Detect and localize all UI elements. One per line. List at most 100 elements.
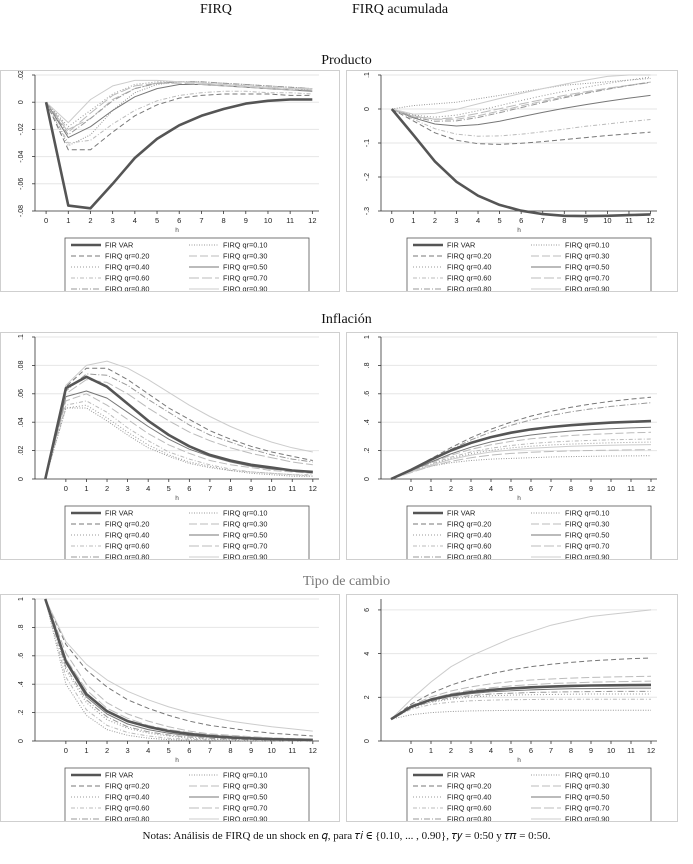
legend-label-firq-qr-0-80: FIRQ qr=0.80 (105, 553, 149, 560)
y-tick-label: -.2 (364, 173, 371, 181)
x-tick-label: 3 (126, 484, 130, 493)
y-tick-label: .04 (18, 417, 25, 427)
legend-label-firq-qr-0-20: FIRQ qr=0.20 (105, 252, 149, 261)
series-line-firq-qr-0-90 (390, 444, 652, 480)
series-line-firq-qr-0-40 (44, 404, 313, 480)
legend-label-firq-qr-0-10: FIRQ qr=0.10 (565, 771, 609, 780)
legend-label-firq-qr-0-30: FIRQ qr=0.30 (223, 782, 267, 791)
x-tick-label: 2 (105, 746, 109, 755)
legend-box (406, 237, 652, 291)
x-tick-label: 3 (454, 216, 458, 225)
x-tick-label: 9 (249, 746, 253, 755)
y-tick-label: .1 (364, 72, 371, 78)
x-tick-label: 11 (627, 484, 635, 493)
x-tick-label: 6 (519, 216, 523, 225)
series-line-firq-qr-0-50 (44, 390, 313, 480)
legend-label-firq-qr-0-20: FIRQ qr=0.20 (105, 520, 149, 529)
y-tick-label: -.02 (18, 123, 25, 135)
legend-label-firq-qr-0-60: FIRQ qr=0.60 (447, 542, 491, 551)
series-line-firq-qr-0-50 (44, 598, 313, 741)
legend-label-firq-qr-0-80: FIRQ qr=0.80 (105, 285, 149, 292)
legend: FIR VAR FIRQ qr=0.10 FIRQ qr=0.20 FIRQ qr=0… (64, 767, 310, 821)
y-tick-label: .02 (18, 446, 25, 456)
legend-label-firq-qr-0-90: FIRQ qr=0.90 (565, 815, 609, 822)
x-tick-label: 5 (509, 484, 513, 493)
series-line-firq-qr-0-70 (390, 449, 652, 480)
chart-panel-producto-acumulada: -.3 -.2 -.1 0.1 0 1 2 3 4 5 6 7 8 9 10 11 12 h FIR VAR FIRQ… (346, 70, 678, 292)
legend-label-firq-qr-0-30: FIRQ qr=0.30 (223, 252, 267, 261)
x-tick-label: 0 (44, 216, 48, 225)
chart-panel-inflacion-firq: 0.02.04.06.08.1 0 1 2 3 4 5 6 7 8 9 10 11 12 h FIR VAR F… (0, 332, 340, 560)
legend-label-firq-qr-0-80: FIRQ qr=0.80 (447, 285, 491, 292)
legend-label-firq-qr-0-70: FIRQ qr=0.70 (223, 542, 267, 551)
x-tick-label: 4 (489, 746, 493, 755)
y-tick-label: 1 (364, 335, 371, 339)
legend-label-firq-qr-0-50: FIRQ qr=0.50 (565, 793, 609, 802)
x-tick-label: 7 (549, 746, 553, 755)
x-tick-label: 10 (267, 746, 275, 755)
series-line-firq-qr-0-60 (391, 108, 651, 137)
x-tick-label: 3 (469, 746, 473, 755)
x-tick-label: 10 (603, 216, 611, 225)
legend: FIR VAR FIRQ qr=0.10 FIRQ qr=0.20 FIRQ qr=0… (64, 237, 310, 292)
y-tick-label: -.06 (18, 178, 25, 190)
series-line-firq-qr-0-10 (44, 407, 313, 480)
y-tick-label: .4 (18, 681, 25, 687)
y-tick-label: 0 (364, 739, 371, 743)
series-line-fir-var (390, 108, 651, 218)
series-line-firq-qr-0-80 (391, 81, 651, 122)
y-tick-label: .8 (364, 362, 371, 368)
legend-label-firq-qr-0-90: FIRQ qr=0.90 (565, 553, 609, 560)
x-tick-label: 4 (146, 484, 150, 493)
x-tick-label: 9 (244, 216, 248, 225)
series-line-fir-var (390, 683, 652, 721)
y-tick-label: .6 (364, 391, 371, 397)
y-tick-label: 0 (18, 739, 25, 743)
x-tick-label: 12 (309, 484, 317, 493)
x-tick-label: 6 (529, 746, 533, 755)
legend-label-firq-qr-0-40: FIRQ qr=0.40 (447, 793, 491, 802)
x-tick-label: 0 (390, 216, 394, 225)
legend-label-firq-qr-0-70: FIRQ qr=0.70 (565, 804, 609, 813)
legend: FIR VAR FIRQ qr=0.10 FIRQ qr=0.20 FIRQ qr=0… (406, 505, 652, 560)
x-tick-label: 0 (64, 484, 68, 493)
series-line-firq-qr-0-90 (45, 79, 313, 124)
series-line-firq-qr-0-90 (44, 598, 313, 732)
x-tick-label: 1 (429, 746, 433, 755)
x-tick-label: 2 (88, 216, 92, 225)
legend-box (64, 237, 310, 291)
y-tick-label: 2 (364, 695, 371, 699)
x-tick-label: 9 (249, 484, 253, 493)
section-title-inflacion: Inflación (321, 312, 372, 327)
x-tick-label: 10 (264, 216, 272, 225)
x-tick-label: 10 (607, 484, 615, 493)
legend-label-firq-qr-0-50: FIRQ qr=0.50 (223, 793, 267, 802)
series-line-firq-qr-0-30 (390, 431, 652, 480)
series-line-firq-qr-0-60 (44, 598, 313, 742)
x-tick-label: 9 (589, 746, 593, 755)
header-title-firq: FIRQ (200, 2, 232, 17)
footnote: Notas: Análisis de FIRQ de un shock en 𝑞… (142, 830, 551, 842)
legend-label-fir-var: FIR VAR (105, 241, 133, 250)
legend-box (406, 767, 652, 821)
legend-label-firq-qr-0-60: FIRQ qr=0.60 (105, 804, 149, 813)
series-line-firq-qr-0-90 (391, 74, 651, 115)
legend-label-firq-qr-0-10: FIRQ qr=0.10 (223, 241, 267, 250)
x-tick-label: 11 (627, 746, 635, 755)
x-tick-label: 12 (308, 216, 316, 225)
series-line-firq-qr-0-60 (44, 400, 313, 480)
x-axis-label: h (175, 495, 179, 502)
legend-label-firq-qr-0-50: FIRQ qr=0.50 (565, 531, 609, 540)
y-tick-label: -.08 (18, 205, 25, 217)
y-tick-label: .2 (364, 448, 371, 454)
x-tick-label: 4 (146, 746, 150, 755)
series-line-firq-qr-0-90 (390, 609, 652, 720)
x-tick-label: 8 (569, 746, 573, 755)
y-tick-label: .02 (18, 71, 25, 80)
legend: FIR VAR FIRQ qr=0.10 FIRQ qr=0.20 FIRQ qr=0… (64, 505, 310, 560)
legend-box (64, 505, 310, 559)
series-line-firq-qr-0-50 (391, 94, 651, 127)
y-tick-label: .08 (18, 360, 25, 370)
